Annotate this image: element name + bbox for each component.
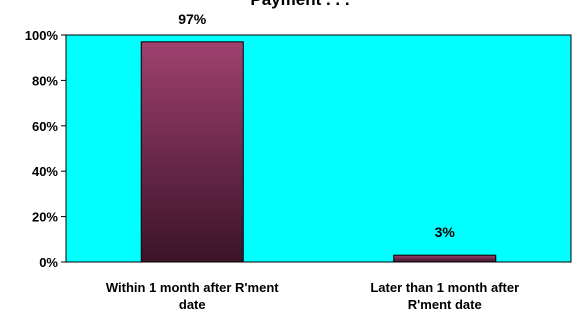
data-label: 3% bbox=[435, 224, 456, 240]
y-tick-label: 40% bbox=[32, 164, 58, 179]
x-axis: Within 1 month after R'ment date Later tha… bbox=[106, 280, 519, 312]
y-axis: 0% 20% 40% 60% 80% 100% bbox=[25, 28, 66, 270]
y-tick-label: 80% bbox=[32, 73, 58, 88]
y-tick-label: 0% bbox=[39, 255, 58, 270]
x-tick-label: Later than 1 month after bbox=[370, 280, 519, 295]
y-tick-label: 20% bbox=[32, 210, 58, 225]
y-tick-label: 100% bbox=[25, 28, 59, 43]
bars-group: 97% 3% bbox=[140, 11, 497, 263]
bar bbox=[393, 254, 497, 263]
x-tick-label: date bbox=[179, 297, 206, 312]
data-label: 97% bbox=[178, 11, 207, 27]
x-tick-label: R'ment date bbox=[408, 297, 482, 312]
chart-title: Payment . . . bbox=[250, 0, 349, 9]
bar bbox=[140, 41, 244, 263]
y-tick-label: 60% bbox=[32, 119, 58, 134]
x-tick-label: Within 1 month after R'ment bbox=[106, 280, 279, 295]
